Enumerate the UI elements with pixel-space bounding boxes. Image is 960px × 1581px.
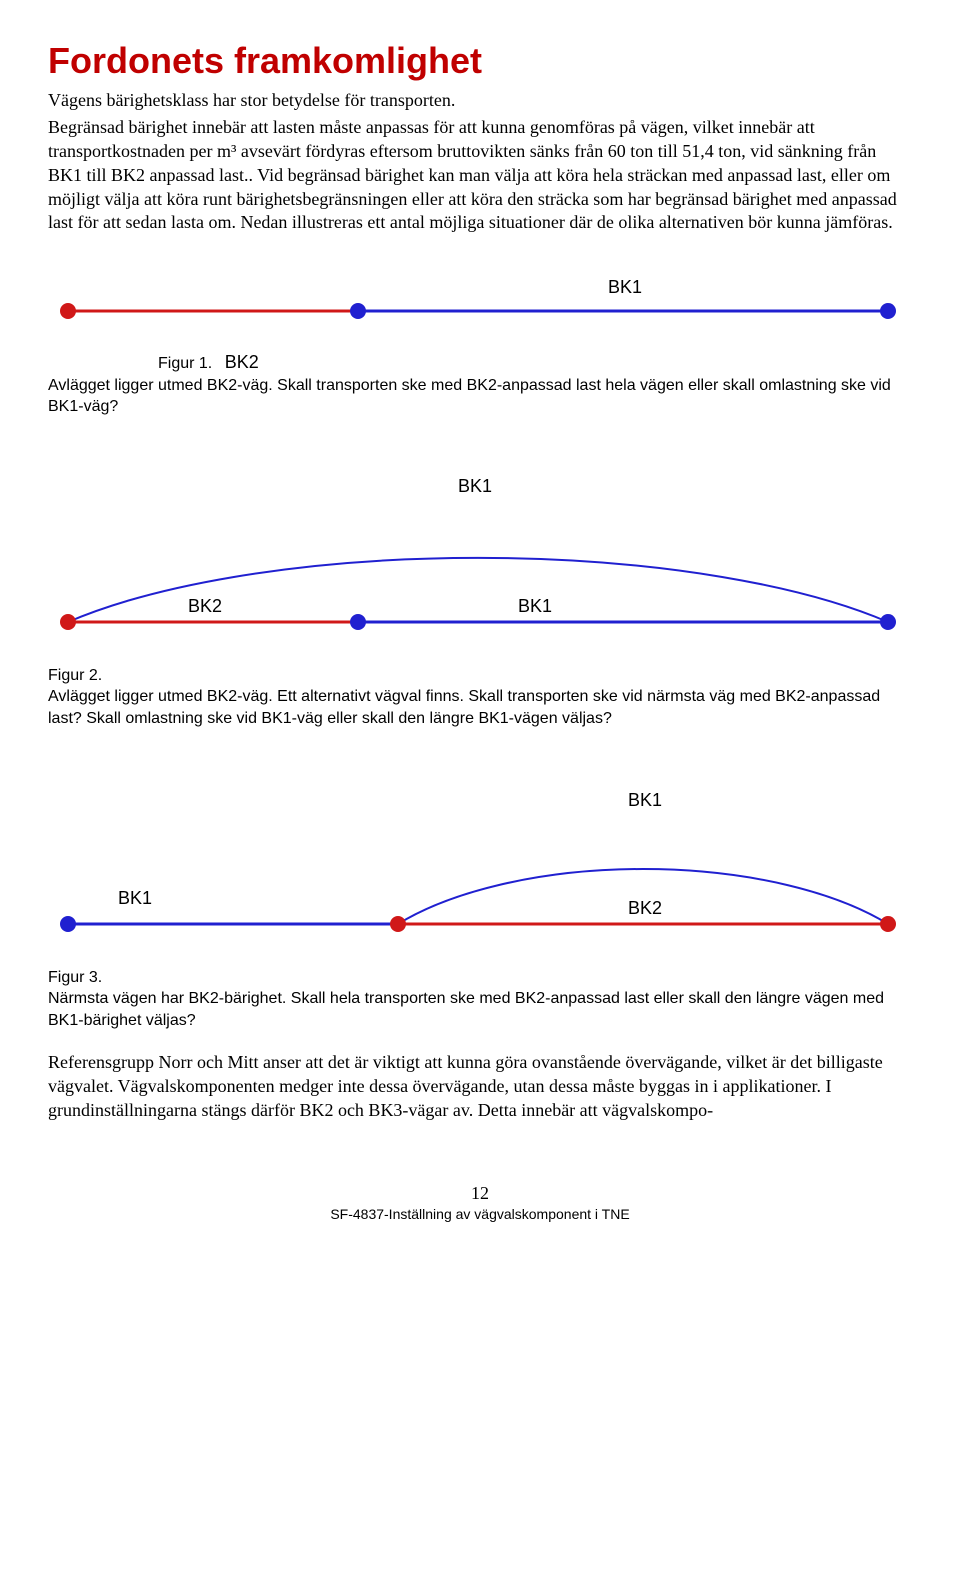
figure-1-bk2-label: BK2 [225, 352, 259, 372]
svg-text:BK2: BK2 [188, 596, 222, 616]
figure-1-caption: Figur 1. BK2 Avlägget ligger utmed BK2-v… [48, 350, 912, 418]
page-footer: 12 SF-4837-Inställning av vägvalskompone… [48, 1183, 912, 1222]
figure-2-diagram: BK1 BK2 BK1 [48, 462, 912, 647]
figure-2-prefix: Figur 2. [48, 667, 102, 684]
body-paragraph-2: Referensgrupp Norr och Mitt anser att de… [48, 1051, 912, 1122]
figure-3-caption-text: Närmsta vägen har BK2-bärighet. Skall he… [48, 990, 884, 1029]
svg-text:BK1: BK1 [608, 277, 642, 297]
svg-text:BK1: BK1 [118, 888, 152, 908]
figure-3-diagram: BK1 BK1 BK2 [48, 774, 912, 949]
figure-1-diagram: BK1 [48, 271, 912, 346]
svg-text:BK1: BK1 [458, 476, 492, 496]
svg-text:BK1: BK1 [518, 596, 552, 616]
svg-text:BK1: BK1 [628, 790, 662, 810]
page-number: 12 [48, 1183, 912, 1204]
figure-2-caption: Figur 2. Avlägget ligger utmed BK2-väg. … [48, 665, 912, 730]
footer-doc-id: SF-4837-Inställning av vägvalskomponent … [48, 1206, 912, 1222]
figure-1-caption-text: Avlägget ligger utmed BK2-väg. Skall tra… [48, 377, 891, 416]
intro-text: Vägens bärighetsklass har stor betydelse… [48, 88, 912, 112]
page-heading: Fordonets framkomlighet [48, 40, 912, 82]
figure-1-prefix: Figur 1. [158, 355, 212, 372]
svg-text:BK2: BK2 [628, 898, 662, 918]
body-paragraph-1: Begränsad bärighet innebär att lasten må… [48, 116, 912, 235]
figure-3-caption: Figur 3. Närmsta vägen har BK2-bärighet.… [48, 967, 912, 1032]
figure-2-caption-text: Avlägget ligger utmed BK2-väg. Ett alter… [48, 688, 880, 727]
figure-3-prefix: Figur 3. [48, 969, 102, 986]
